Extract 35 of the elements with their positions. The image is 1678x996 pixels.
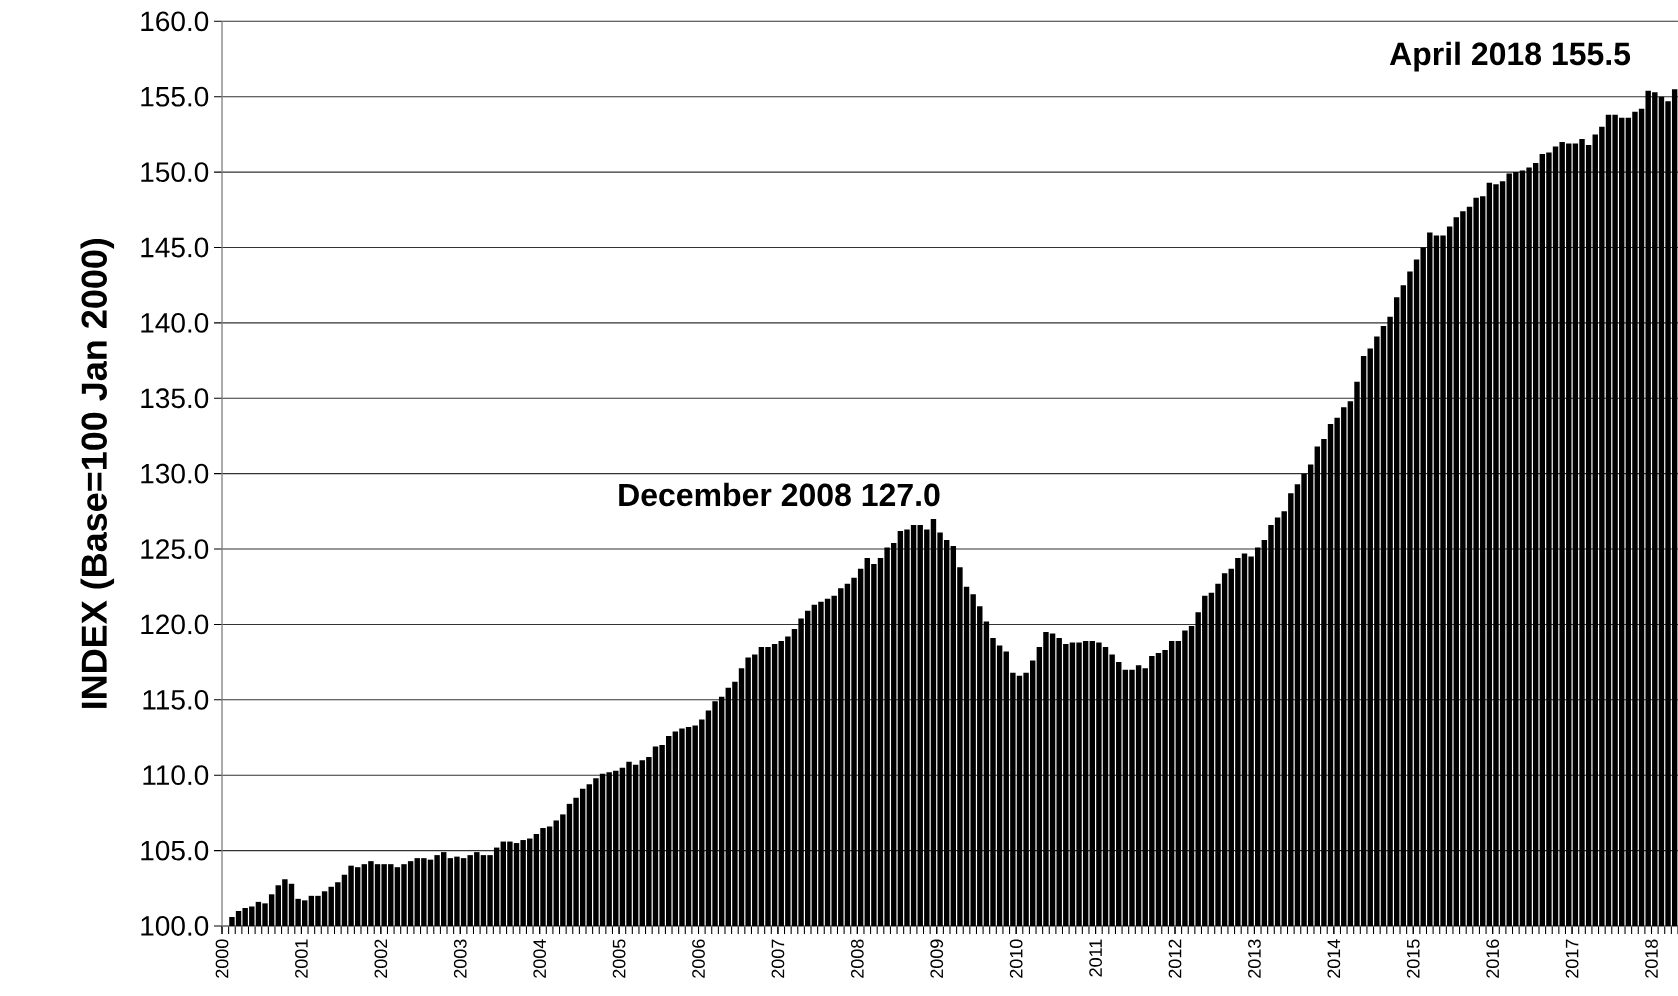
x-tick-label: 2011 (1089, 939, 1102, 977)
x-tick-label: 2013 (1248, 939, 1261, 978)
x-tick-label: 2006 (692, 939, 705, 978)
y-tick-label: 105.0 (141, 840, 209, 861)
x-tick-label: 2008 (850, 939, 864, 978)
y-tick-label: 115.0 (143, 689, 209, 710)
x-tick-label: 2016 (1486, 939, 1500, 978)
y-tick-label: 100.0 (141, 916, 209, 936)
y-tick-label: 145.0 (141, 237, 209, 258)
x-tick-label: 2012 (1168, 939, 1182, 978)
x-tick-label: 2017 (1565, 939, 1579, 978)
y-tick-label: 125.0 (141, 539, 209, 559)
y-tick-label: 150.0 (141, 162, 209, 183)
y-tick-label: 110.0 (143, 765, 209, 786)
annotation: April 2018 155.5 (1389, 41, 1631, 72)
x-tick-label: 2004 (533, 939, 547, 978)
y-tick-label: 130.0 (141, 463, 209, 484)
y-tick-label: 140.0 (141, 312, 209, 333)
x-tick-label: 2005 (612, 939, 626, 978)
y-tick-label: 160.0 (141, 11, 209, 32)
x-tick-label: 2018 (1645, 939, 1658, 978)
y-tick-label: 120.0 (141, 614, 209, 635)
x-tick-label: 2009 (930, 939, 944, 978)
x-tick-label: 2000 (215, 939, 229, 978)
x-tick-label: 2014 (1327, 939, 1341, 978)
x-tick-label: 2010 (1009, 939, 1023, 978)
annotation: December 2008 127.0 (619, 482, 940, 507)
y-tick-label: 135.0 (141, 388, 209, 409)
x-tick-label: 2015 (1406, 939, 1420, 978)
x-tick-label: 2007 (771, 939, 785, 978)
x-tick-label: 2003 (453, 939, 467, 978)
x-tick-label: 2001 (295, 939, 308, 978)
y-tick-label: 155.0 (141, 86, 209, 107)
x-tick-label: 2002 (374, 939, 388, 978)
y-axis-title: INDEX (Base=100 Jan 2000) (80, 238, 115, 708)
